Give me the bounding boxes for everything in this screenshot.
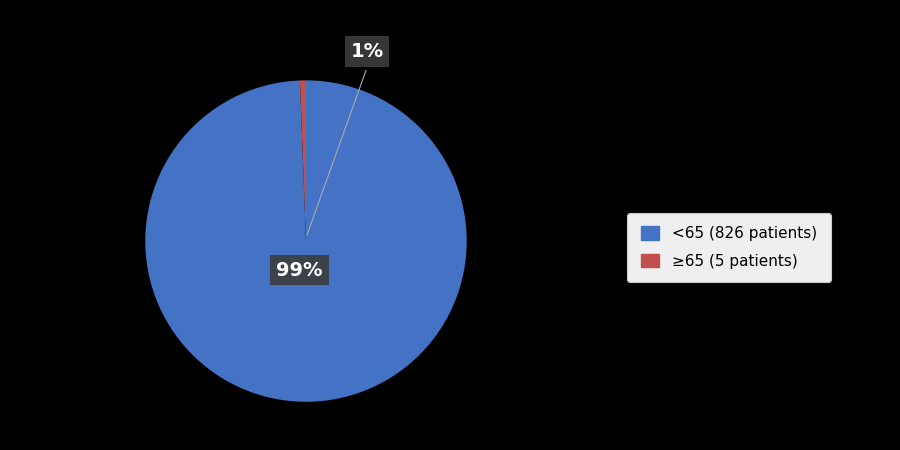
- Wedge shape: [145, 81, 467, 402]
- Legend: <65 (826 patients), ≥65 (5 patients): <65 (826 patients), ≥65 (5 patients): [627, 212, 831, 283]
- Text: 1%: 1%: [350, 42, 383, 61]
- Wedge shape: [300, 81, 306, 241]
- Text: 99%: 99%: [276, 261, 323, 279]
